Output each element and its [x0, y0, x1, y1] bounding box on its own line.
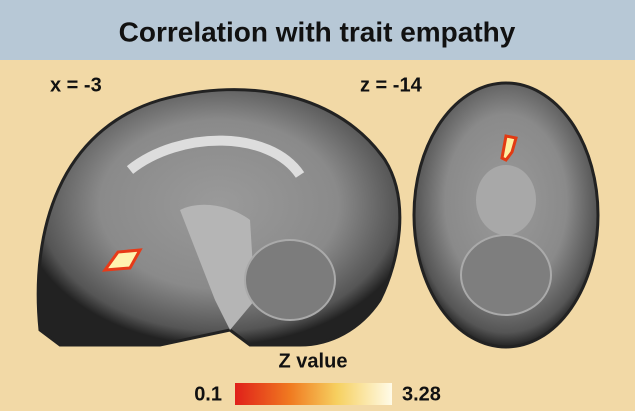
axial-brain	[414, 83, 598, 347]
title: Correlation with trait empathy	[119, 16, 516, 47]
colorbar-title: Z value	[279, 350, 348, 372]
panel-label: x = -3	[50, 74, 102, 96]
figure: Correlation with trait empathy x = -3 z …	[0, 0, 635, 411]
colorbar-max: 3.28	[402, 383, 441, 405]
panel-label: z = -14	[360, 74, 423, 96]
colorbar	[235, 383, 392, 405]
colorbar-min: 0.1	[194, 383, 222, 405]
